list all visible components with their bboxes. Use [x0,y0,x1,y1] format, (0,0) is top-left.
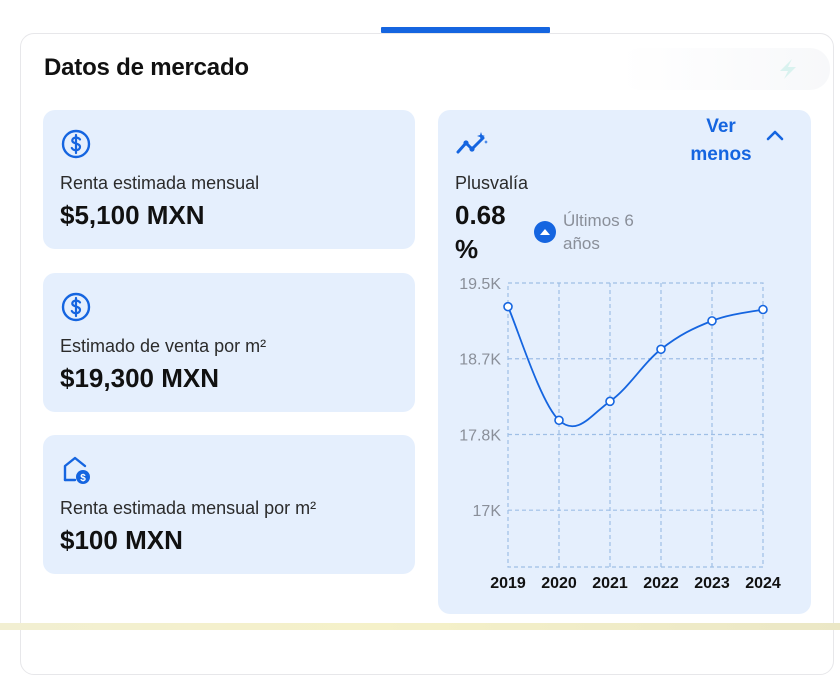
caret-up-icon [540,229,550,235]
data-point [554,415,564,426]
x-tick-label: 2020 [541,575,577,592]
x-tick-label: 2022 [643,575,679,592]
trend-sparkle-icon [456,132,488,154]
data-point [503,301,513,312]
stat-label: Renta estimada mensual por m² [60,498,317,518]
dollar-circle-icon [61,129,91,159]
x-tick-label: 2019 [490,575,526,592]
chevron-up-icon[interactable] [765,128,785,142]
data-point [605,396,615,407]
house-dollar-icon: $ [63,456,90,484]
series-line [507,306,764,428]
header-decoration [620,48,830,90]
trend-up-badge [534,221,556,243]
period-label: Últimos 6 años [563,211,634,253]
stat-value: $5,100 MXN [60,200,205,230]
stat-label: Renta estimada mensual [60,173,260,193]
x-tick-label: 2024 [745,575,781,592]
stat-card-monthly-rent: Renta estimada mensual $5,100 MXN [43,110,415,249]
footer-strip [0,623,840,630]
y-tick-label: 17K [473,503,502,520]
stat-value: $19,300 MXN [60,363,219,393]
data-point [758,304,768,315]
plusvalia-value: 0.68 % [455,200,506,264]
sparkle-logo-icon [780,59,796,79]
plusvalia-label: Plusvalía [455,173,529,193]
data-point [707,316,717,326]
x-tick-label: 2023 [694,575,730,592]
stat-value: $100 MXN [60,525,183,555]
y-tick-label: 17.8K [459,427,501,444]
stat-label: Estimado de venta por m² [60,336,267,356]
dollar-circle-icon [61,292,91,322]
plusvalia-line-chart: 19.5K 18.7K 17.8K 17K 2019 2020 2021 2022 2023 20… [459,276,781,592]
plot-frame [507,282,764,568]
plusvalia-chart-card: Ver menos Plusvalía 0.68 % Últimos 6 año… [438,110,811,614]
stat-card-sale-per-m2: Estimado de venta por m² $19,300 MXN [43,273,415,412]
x-tick-label: 2021 [592,575,628,592]
y-tick-label: 19.5K [459,276,501,293]
stat-card-rent-per-m2: $ Renta estimada mensual por m² $100 MXN [43,435,415,574]
y-tick-label: 18.7K [459,352,501,369]
ver-menos-button[interactable]: Ver menos [690,116,752,165]
data-point [656,344,666,355]
section-title: Datos de mercado [44,54,249,81]
svg-text:$: $ [80,473,86,484]
active-tab-indicator [381,27,550,33]
